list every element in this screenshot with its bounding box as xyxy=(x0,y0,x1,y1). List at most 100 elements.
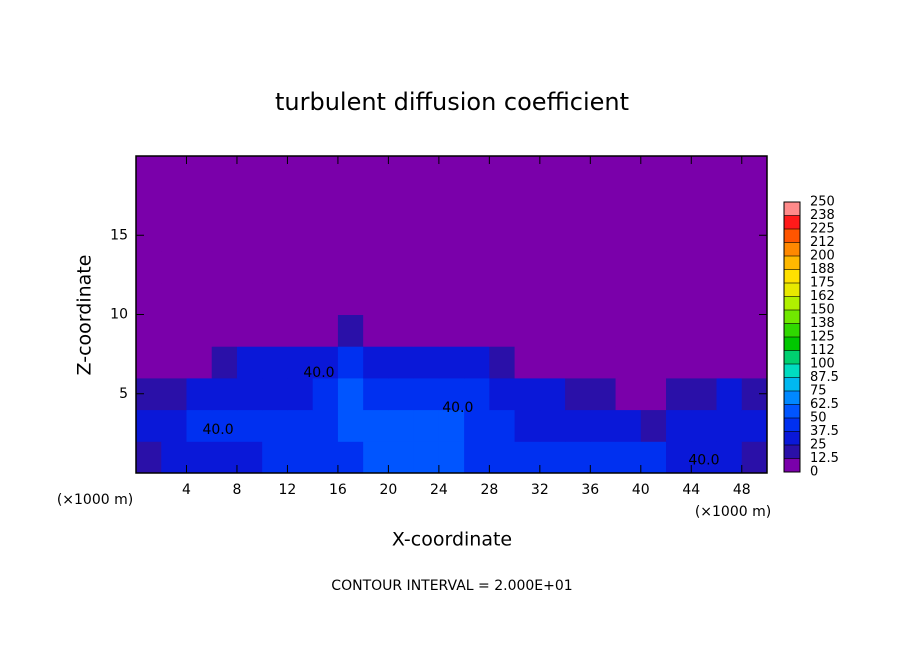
field-cell xyxy=(363,314,389,347)
field-cell xyxy=(640,251,667,284)
field-cell xyxy=(236,377,263,411)
colorbar-tick-label: 12.5 xyxy=(810,451,839,466)
colorbar-tick-label: 188 xyxy=(810,262,835,277)
field-cell xyxy=(262,219,288,252)
field-cell xyxy=(691,441,718,474)
field-cell xyxy=(514,251,541,284)
field-cell xyxy=(464,346,490,379)
field-cell xyxy=(464,156,490,189)
field-cell xyxy=(565,346,591,379)
field-cell xyxy=(262,156,288,189)
field-cell xyxy=(565,156,591,189)
x-tick-label: 24 xyxy=(430,482,448,498)
field-cell xyxy=(691,219,718,252)
field-cell xyxy=(438,187,465,220)
field-cell xyxy=(666,282,692,315)
field-cell xyxy=(438,156,465,189)
field-cell xyxy=(741,282,768,315)
field-cell xyxy=(514,346,541,379)
field-cell xyxy=(262,377,288,411)
colorbar-swatch xyxy=(784,418,800,432)
field-cell xyxy=(438,346,465,379)
field-cell xyxy=(136,314,162,347)
field-cell xyxy=(716,377,743,411)
contour-label: 40.0 xyxy=(688,452,719,468)
field-cell xyxy=(161,187,187,220)
field-cell xyxy=(464,219,490,252)
colorbar-tick-label: 225 xyxy=(810,222,835,237)
field-cell xyxy=(287,409,314,442)
footer-note: CONTOUR INTERVAL = 2.000E+01 xyxy=(331,578,572,594)
x-tick-label: 44 xyxy=(682,482,700,498)
field-cell xyxy=(236,282,263,315)
field-cell xyxy=(741,441,768,474)
field-cell xyxy=(539,156,566,189)
field-cell xyxy=(565,251,591,284)
field-cell xyxy=(262,251,288,284)
colorbar-tick-label: 100 xyxy=(810,357,835,372)
field-cell xyxy=(716,346,743,379)
field-cell xyxy=(640,282,667,315)
field-cell xyxy=(186,282,213,315)
field-cell xyxy=(211,409,238,442)
field-cell xyxy=(666,187,692,220)
field-cell xyxy=(211,441,238,474)
field-cell xyxy=(464,441,490,474)
field-cell xyxy=(565,441,591,474)
field-cell xyxy=(161,441,187,474)
field-cell xyxy=(211,282,238,315)
field-cell xyxy=(590,251,617,284)
colorbar-tick-label: 75 xyxy=(810,384,827,399)
field-cell xyxy=(337,156,364,189)
colorbar-swatch xyxy=(784,391,800,405)
field-cell xyxy=(363,282,389,315)
field-cell xyxy=(236,219,263,252)
field-cell xyxy=(186,219,213,252)
colorbar-tick-label: 62.5 xyxy=(810,397,839,412)
field-cell xyxy=(262,441,288,474)
field-cell xyxy=(312,282,339,315)
field-cell xyxy=(640,441,667,474)
field-cell xyxy=(489,314,516,347)
field-cell xyxy=(514,314,541,347)
field-cell xyxy=(363,156,389,189)
field-cell xyxy=(337,219,364,252)
field-cell xyxy=(741,156,768,189)
field-cell xyxy=(337,251,364,284)
field-cell xyxy=(312,156,339,189)
field-cell xyxy=(716,187,743,220)
field-cell xyxy=(262,282,288,315)
contour-label: 40.0 xyxy=(303,365,334,381)
field-cell xyxy=(590,282,617,315)
colorbar-swatch xyxy=(784,445,800,459)
field-cell xyxy=(287,377,314,411)
field-cell xyxy=(640,314,667,347)
field-cell xyxy=(413,251,440,284)
field-cell xyxy=(363,251,389,284)
field-cell xyxy=(514,282,541,315)
field-cell xyxy=(287,346,314,379)
y-axis-label: Z-coordinate xyxy=(74,255,96,376)
field-cell xyxy=(615,219,642,252)
field-cell xyxy=(741,346,768,379)
field-cell xyxy=(489,377,516,411)
field-cell xyxy=(489,156,516,189)
field-cell xyxy=(615,409,642,442)
field-cell xyxy=(514,377,541,411)
field-cell xyxy=(413,219,440,252)
contour-label: 40.0 xyxy=(202,422,233,438)
field-cell xyxy=(615,441,642,474)
field-cell xyxy=(464,409,490,442)
field-cell xyxy=(287,219,314,252)
colorbar-tick-label: 87.5 xyxy=(810,370,839,385)
field-cell xyxy=(211,156,238,189)
x-axis-label: X-coordinate xyxy=(392,529,512,551)
field-cell xyxy=(337,314,364,347)
field-cell xyxy=(337,409,364,442)
field-cell xyxy=(186,314,213,347)
colorbar-tick-label: 0 xyxy=(810,465,818,480)
field-cell xyxy=(489,187,516,220)
colorbar-tick-label: 212 xyxy=(810,235,835,250)
field-cell xyxy=(489,409,516,442)
